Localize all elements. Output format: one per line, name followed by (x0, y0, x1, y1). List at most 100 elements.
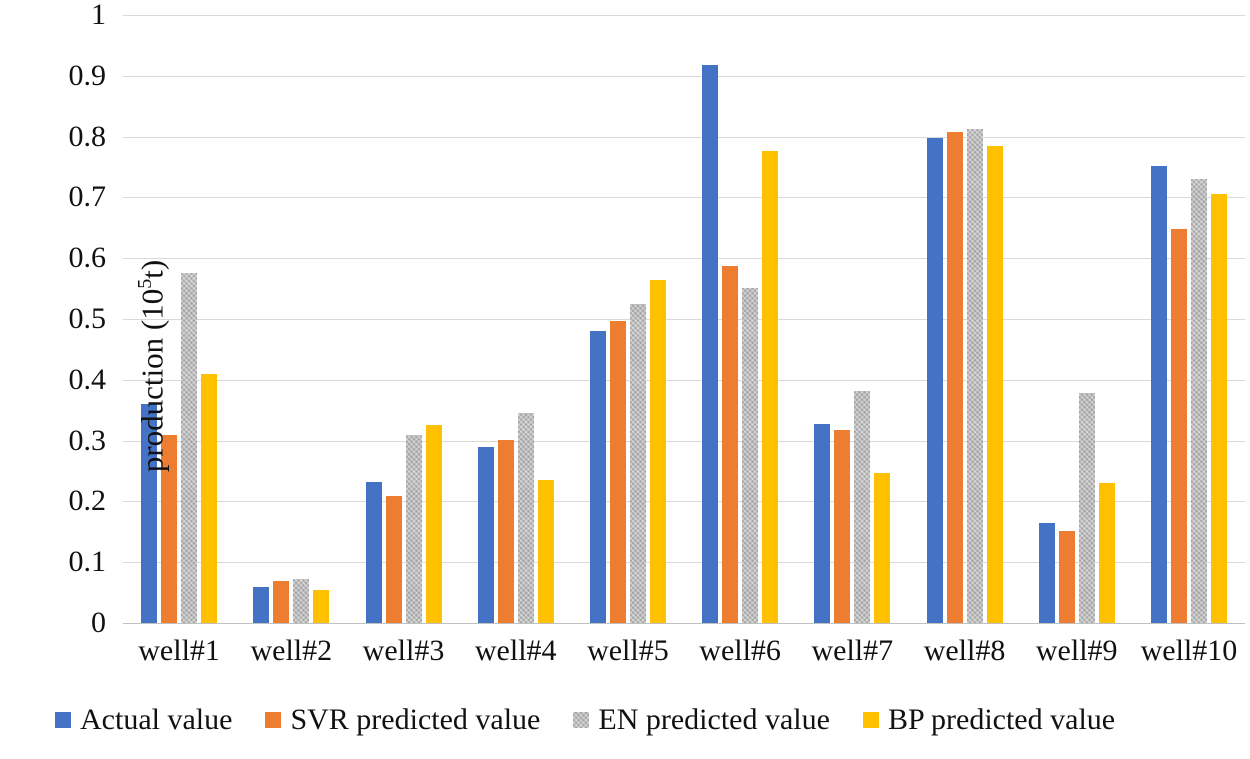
x-axis-label-well5: well#5 (587, 634, 669, 667)
bar-group-well9 (1021, 15, 1133, 623)
x-axis-label-well3: well#3 (362, 634, 445, 667)
gridline (123, 75, 1245, 77)
legend-item-actual-value: Actual value (55, 703, 232, 737)
legend-item-en-predicted-value: EN predicted value (573, 703, 830, 737)
y-tick-label: 0.5 (68, 302, 107, 335)
bar-bp-predicted-value-well9 (1098, 482, 1115, 623)
gridline (123, 136, 1245, 138)
gridline (123, 440, 1245, 442)
bar-en-predicted-value-well2 (293, 579, 310, 623)
bar-svr-predicted-value-well8 (946, 132, 963, 623)
bar-group-well3 (347, 15, 459, 623)
bar-svr-predicted-value-well2 (273, 581, 290, 623)
bar-bp-predicted-value-well1 (201, 373, 218, 623)
bar-en-predicted-value-well7 (854, 390, 871, 623)
x-axis-label-well10: well#10 (1140, 634, 1238, 667)
bar-svr-predicted-value-well4 (497, 440, 514, 623)
legend-label: Actual value (80, 703, 233, 736)
bar-en-predicted-value-well1 (181, 273, 198, 623)
bar-en-predicted-value-well9 (1078, 393, 1095, 623)
x-axis-label-well1: well#1 (138, 634, 220, 667)
plot-area: 0 0.1 0.2 0.3 0.4 0.5 0.6 0.7 0.8 0.9 1 production… (69, 0, 1245, 639)
y-tick-label: 0.8 (68, 119, 107, 153)
bar-bp-predicted-value-well2 (313, 589, 330, 623)
bar-actual-value-well8 (926, 138, 943, 623)
gridline (123, 501, 1245, 503)
y-tick-label: 0.1 (68, 545, 107, 579)
bar-actual-value-well3 (365, 481, 382, 623)
y-tick-label: 0.7 (68, 180, 107, 214)
bar-actual-value-well1 (141, 404, 158, 623)
bar-group-well4 (460, 15, 572, 623)
legend-swatch-icon (265, 712, 282, 728)
bar-group-well8 (908, 15, 1020, 623)
legend-label: BP predicted value (887, 703, 1116, 736)
bar-bp-predicted-value-well6 (762, 151, 779, 623)
bar-en-predicted-value-well4 (517, 412, 534, 623)
bar-group-well2 (235, 15, 347, 623)
bar-group-well5 (572, 15, 684, 623)
bar-group-well10 (1133, 15, 1245, 623)
y-tick-label: 0 (91, 606, 106, 639)
y-axis-title-text: production (10 (134, 288, 170, 473)
bar-actual-value-well2 (253, 586, 270, 623)
legend-swatch-icon (55, 712, 71, 728)
bar-actual-value-well10 (1150, 165, 1167, 623)
bar-en-predicted-value-well5 (629, 304, 646, 623)
bar-groups (123, 15, 1245, 623)
bar-svr-predicted-value-well5 (609, 320, 626, 623)
bar-group-well7 (796, 15, 908, 623)
x-axis-label-well2: well#2 (250, 634, 333, 667)
bar-actual-value-well5 (589, 330, 606, 623)
x-axis-labels: well#1 well#2 well#3 well#4 well#5 well#6 well… (123, 633, 1245, 669)
bar-actual-value-well6 (702, 64, 719, 623)
bar-group-well1 (123, 15, 235, 623)
y-tick-label: 0.3 (68, 423, 107, 457)
x-axis-line (123, 623, 1245, 624)
bar-svr-predicted-value-well3 (385, 495, 402, 623)
x-axis-label-well7: well#7 (811, 634, 894, 667)
bar-bp-predicted-value-well5 (649, 279, 666, 623)
y-axis-title-superscript: 5 (134, 278, 156, 289)
legend-label: EN predicted value (598, 703, 830, 736)
legend: Actual value SVR predicted value EN predic… (55, 703, 1225, 737)
legend-swatch-icon (862, 712, 879, 728)
gridline (123, 15, 1245, 16)
x-axis-label-well8: well#8 (923, 634, 1006, 667)
bar-actual-value-well7 (814, 423, 831, 623)
y-tick-label: 1 (91, 0, 106, 31)
bar-svr-predicted-value-well6 (722, 266, 739, 623)
bar-en-predicted-value-well10 (1190, 178, 1207, 623)
gridline (123, 197, 1245, 199)
gridline (123, 319, 1245, 320)
legend-item-svr-predicted-value: SVR predicted value (265, 703, 540, 737)
bar-svr-predicted-value-well7 (834, 429, 851, 623)
legend-item-bp-predicted-value: BP predicted value (862, 703, 1116, 737)
legend-label: SVR predicted value (290, 703, 541, 736)
bar-bp-predicted-value-well8 (986, 146, 1003, 623)
bar-group-well6 (684, 15, 796, 623)
bar-actual-value-well9 (1038, 523, 1055, 623)
y-axis-title-unit: t) (134, 259, 170, 279)
bar-bp-predicted-value-well3 (425, 425, 442, 623)
bar-bp-predicted-value-well4 (537, 479, 554, 623)
y-tick-label: 0.2 (68, 484, 107, 518)
gridline (123, 379, 1245, 381)
y-tick-label: 0.6 (68, 241, 107, 275)
x-axis-label-well4: well#4 (474, 634, 557, 667)
bar-actual-value-well4 (477, 447, 494, 623)
y-tick-label: 0.9 (68, 58, 107, 92)
bar-svr-predicted-value-well1 (161, 434, 178, 623)
y-tick-labels: 0 0.1 0.2 0.3 0.4 0.5 0.6 0.7 0.8 0.9 1 (18, 0, 107, 639)
y-axis-title: production (105t) (126, 86, 169, 646)
bar-en-predicted-value-well3 (405, 434, 422, 623)
bar-en-predicted-value-well6 (742, 288, 759, 623)
legend-swatch-icon (573, 712, 590, 728)
bar-bp-predicted-value-well7 (874, 473, 891, 623)
x-axis-label-well9: well#9 (1035, 634, 1118, 667)
x-axis-label-well6: well#6 (699, 634, 781, 667)
gridline (123, 562, 1245, 564)
gridline (123, 258, 1245, 260)
bar-svr-predicted-value-well10 (1170, 229, 1187, 623)
